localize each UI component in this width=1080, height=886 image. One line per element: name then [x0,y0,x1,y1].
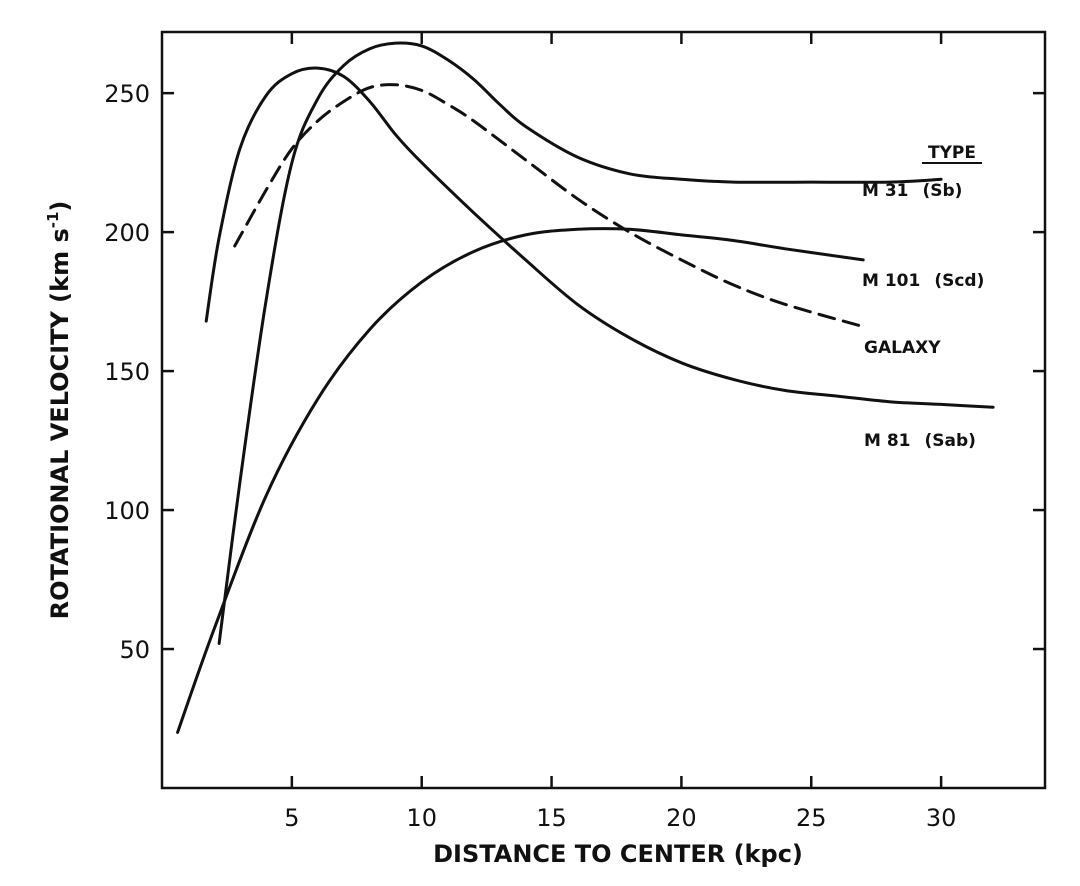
x-tick-label-30: 30 [926,804,957,832]
curve-type-m-81: (Sab) [925,431,976,451]
x-axis-label: DISTANCE TO CENTER (kpc) [433,840,803,868]
y-axis-label-sup: -1 [44,212,62,229]
curve-type-m-101: (Scd) [934,271,984,291]
curve-galaxy [233,83,865,329]
curves [176,41,995,734]
y-tick-label-100: 100 [104,497,150,525]
y-tick-label-200: 200 [104,219,150,247]
plot-frame [160,30,1047,790]
curve-labels: M 31 (Sb) M 101 (Scd) GALAXY M 81 (Sab) [862,181,984,451]
curve-type-m-31: (Sb) [923,181,963,201]
curve-label-m-81: M 81 (Sab) [864,431,976,451]
y-tick-label-250: 250 [104,80,150,108]
y-axis-label: ROTATIONAL VELOCITY (km s-1) [44,201,74,620]
axis-ticks [162,32,1045,788]
curve-label-m-101: M 101 (Scd) [862,271,984,291]
curve-m-31 [217,41,943,645]
y-axis-label-close: ) [46,201,74,212]
x-tick-label-15: 15 [536,804,567,832]
curve-m-81 [204,66,995,409]
x-tick-label-5: 5 [284,804,299,832]
legend-title: TYPE [928,143,976,163]
x-tick-label-10: 10 [406,804,437,832]
y-axis-label-main: ROTATIONAL VELOCITY (km s [46,228,74,619]
x-tick-label-25: 25 [796,804,827,832]
tick-labels: 5 10 15 20 25 30 50 100 150 200 250 [104,80,956,832]
x-tick-label-20: 20 [666,804,697,832]
y-tick-label-150: 150 [104,358,150,386]
curve-m-101 [176,227,865,734]
y-tick-label-50: 50 [119,636,150,664]
curve-label-galaxy: GALAXY [864,338,941,358]
curve-label-m-31: M 31 (Sb) [862,181,962,201]
